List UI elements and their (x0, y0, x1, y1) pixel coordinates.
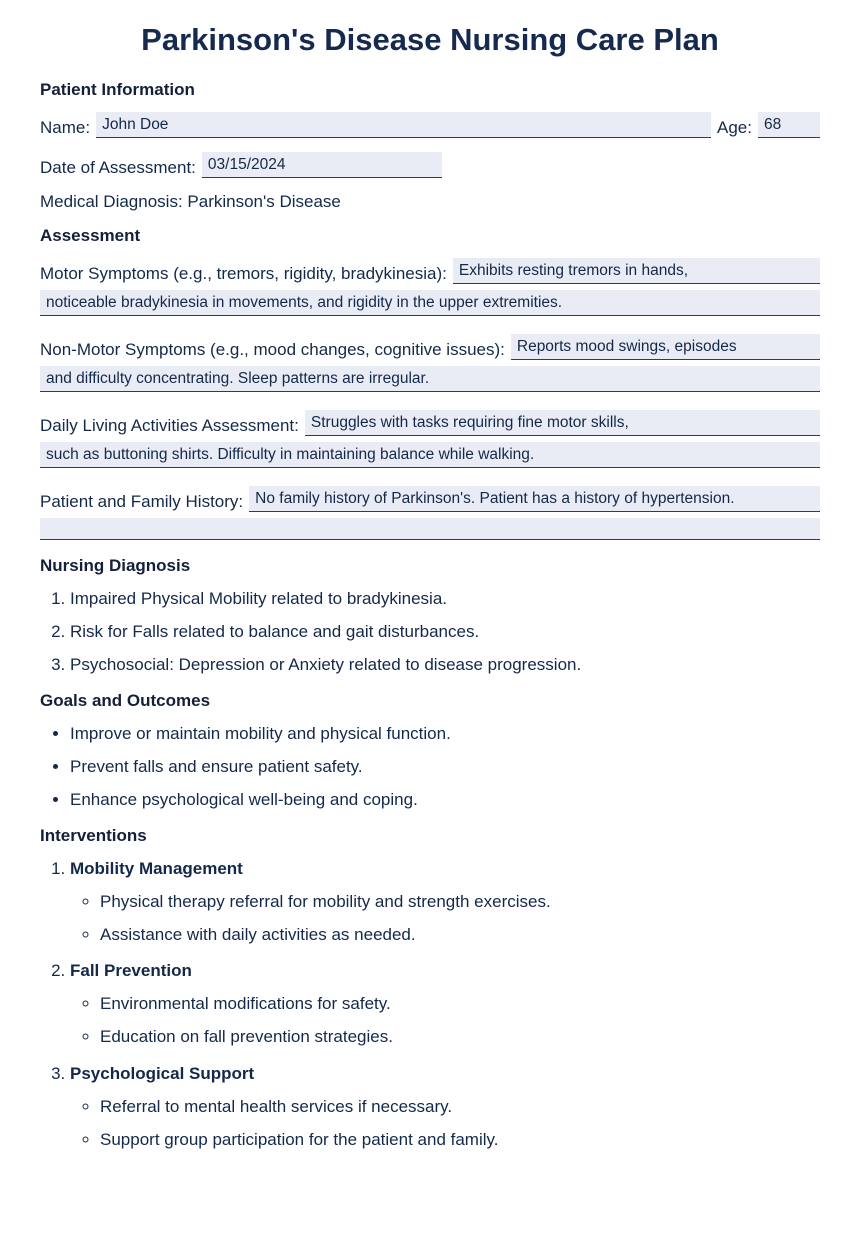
intervention-title: Mobility Management (70, 858, 820, 881)
list-nursing-dx: Impaired Physical Mobility related to br… (40, 588, 820, 677)
field-date[interactable]: 03/15/2024 (202, 152, 442, 178)
label-name: Name: (40, 118, 90, 138)
list-item: Prevent falls and ensure patient safety. (70, 756, 820, 779)
row-adl: Daily Living Activities Assessment: Stru… (40, 410, 820, 468)
section-heading-nursing-dx: Nursing Diagnosis (40, 556, 820, 576)
field-adl-line2[interactable]: such as buttoning shirts. Difficulty in … (40, 442, 820, 468)
list-item: Risk for Falls related to balance and ga… (70, 621, 820, 644)
row-nonmotor: Non-Motor Symptoms (e.g., mood changes, … (40, 334, 820, 392)
page-title: Parkinson's Disease Nursing Care Plan (40, 22, 820, 58)
list-item: Physical therapy referral for mobility a… (100, 891, 820, 914)
label-history: Patient and Family History: (40, 492, 243, 512)
field-name[interactable]: John Doe (96, 112, 711, 138)
row-name-age: Name: John Doe Age: 68 (40, 112, 820, 138)
label-motor: Motor Symptoms (e.g., tremors, rigidity,… (40, 264, 447, 284)
sublist: Referral to mental health services if ne… (70, 1096, 820, 1152)
intervention-title: Psychological Support (70, 1063, 820, 1086)
sublist: Physical therapy referral for mobility a… (70, 891, 820, 947)
list-interventions: Mobility Management Physical therapy ref… (40, 858, 820, 1152)
row-history: Patient and Family History: No family hi… (40, 486, 820, 540)
field-nonmotor-line1[interactable]: Reports mood swings, episodes (511, 334, 820, 360)
row-date: Date of Assessment: 03/15/2024 (40, 152, 820, 178)
field-motor-line1[interactable]: Exhibits resting tremors in hands, (453, 258, 820, 284)
list-item: Psychosocial: Depression or Anxiety rela… (70, 654, 820, 677)
list-item: Mobility Management Physical therapy ref… (70, 858, 820, 947)
row-motor: Motor Symptoms (e.g., tremors, rigidity,… (40, 258, 820, 316)
page: Parkinson's Disease Nursing Care Plan Pa… (0, 0, 860, 1206)
label-age: Age: (717, 118, 752, 138)
list-item: Psychological Support Referral to mental… (70, 1063, 820, 1152)
list-item: Referral to mental health services if ne… (100, 1096, 820, 1119)
label-nonmotor: Non-Motor Symptoms (e.g., mood changes, … (40, 340, 505, 360)
field-age[interactable]: 68 (758, 112, 820, 138)
list-item: Assistance with daily activities as need… (100, 924, 820, 947)
section-heading-patient-info: Patient Information (40, 80, 820, 100)
section-heading-interventions: Interventions (40, 826, 820, 846)
list-item: Support group participation for the pati… (100, 1129, 820, 1152)
field-history-line1[interactable]: No family history of Parkinson's. Patien… (249, 486, 820, 512)
list-goals: Improve or maintain mobility and physica… (40, 723, 820, 812)
list-item: Fall Prevention Environmental modificati… (70, 960, 820, 1049)
list-item: Impaired Physical Mobility related to br… (70, 588, 820, 611)
list-item: Education on fall prevention strategies. (100, 1026, 820, 1049)
label-date: Date of Assessment: (40, 158, 196, 178)
list-item: Improve or maintain mobility and physica… (70, 723, 820, 746)
sublist: Environmental modifications for safety. … (70, 993, 820, 1049)
list-item: Enhance psychological well-being and cop… (70, 789, 820, 812)
field-history-line2[interactable] (40, 518, 820, 540)
field-nonmotor-line2[interactable]: and difficulty concentrating. Sleep patt… (40, 366, 820, 392)
field-adl-line1[interactable]: Struggles with tasks requiring fine moto… (305, 410, 820, 436)
list-item: Environmental modifications for safety. (100, 993, 820, 1016)
label-adl: Daily Living Activities Assessment: (40, 416, 299, 436)
field-motor-line2[interactable]: noticeable bradykinesia in movements, an… (40, 290, 820, 316)
section-heading-goals: Goals and Outcomes (40, 691, 820, 711)
label-dx: Medical Diagnosis: Parkinson's Disease (40, 192, 820, 212)
section-heading-assessment: Assessment (40, 226, 820, 246)
intervention-title: Fall Prevention (70, 960, 820, 983)
